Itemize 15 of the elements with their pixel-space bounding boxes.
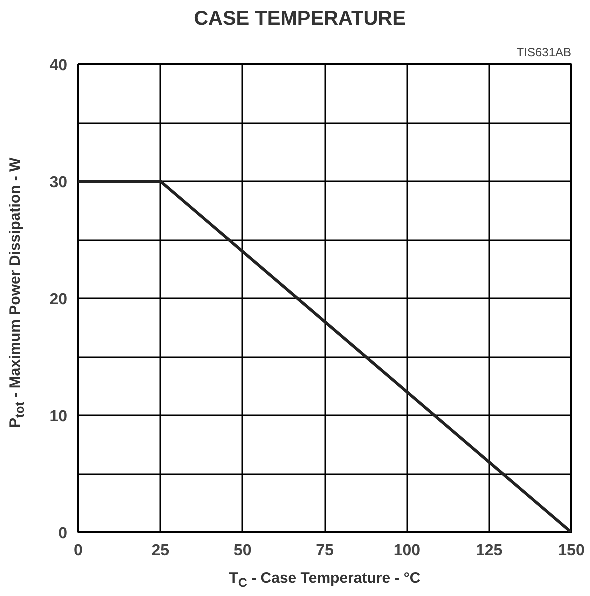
x-tick-label: 50 (234, 542, 252, 560)
x-tick-label: 25 (152, 542, 170, 560)
text: TIS631AB (516, 46, 572, 60)
x-tick-label: 75 (316, 542, 334, 560)
x-tick-label: 0 (74, 542, 84, 560)
y-tick-label: 30 (50, 174, 68, 192)
y-tick-label: 40 (50, 58, 68, 74)
x-axis-title: T$_{C}$ - Case Temperature - °C (228, 569, 422, 592)
y-tick-label: 0 (58, 526, 68, 542)
x-tick-label: 150 (558, 542, 585, 560)
x-tick-label: 100 (394, 542, 421, 560)
y-tick-label: 10 (50, 408, 68, 426)
x-tick-label: 125 (476, 542, 503, 560)
y-tick-label: 20 (50, 292, 68, 308)
chart-title: CASE TEMPERATURE (193, 7, 407, 32)
